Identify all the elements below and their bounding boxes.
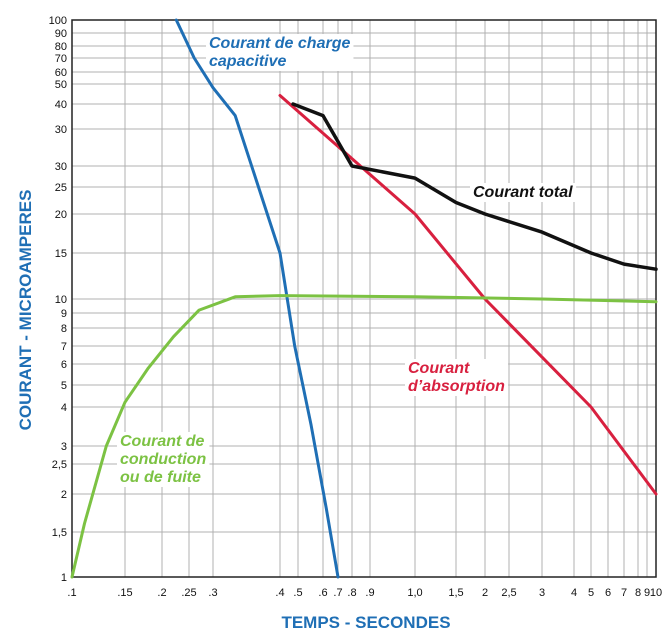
x-tick-label: .1 xyxy=(67,587,76,599)
x-tick-label: .4 xyxy=(275,587,284,599)
y-tick-label: 6 xyxy=(61,359,67,371)
x-tick-label: .6 xyxy=(318,587,327,599)
y-tick-label: 7 xyxy=(61,341,67,353)
series-line-conduction xyxy=(70,294,658,579)
y-tick-label: 3 xyxy=(61,441,67,453)
y-tick-label: 40 xyxy=(55,99,67,111)
y-tick-label: 2,5 xyxy=(52,459,67,471)
y-tick-label: 1,5 xyxy=(52,527,67,539)
y-tick-label: 30 xyxy=(55,124,67,136)
annotation-capacitive-background xyxy=(206,34,354,71)
y-tick-label: 15 xyxy=(55,248,67,260)
annotation-absorption-line: Courant xyxy=(408,360,470,377)
x-tick-label: 8 xyxy=(635,587,641,599)
annotation-conduction-line: ou de fuite xyxy=(120,469,201,486)
x-tick-label: .25 xyxy=(181,587,196,599)
x-tick-label: .8 xyxy=(347,587,356,599)
x-tick-label: 10 xyxy=(650,587,662,599)
x-tick-label: 5 xyxy=(588,587,594,599)
y-tick-label: 5 xyxy=(61,380,67,392)
plot-frame xyxy=(71,19,657,578)
x-axis-title: TEMPS - SECONDES xyxy=(281,613,450,632)
annotation-conduction-background xyxy=(117,432,210,487)
y-tick-label: 20 xyxy=(55,209,67,221)
annotation-absorption-background xyxy=(405,359,509,396)
x-tick-label: .9 xyxy=(365,587,374,599)
x-tick-label: .3 xyxy=(208,587,217,599)
y-tick-label: 1 xyxy=(61,572,67,584)
annotation-capacitive-line: Courant de charge xyxy=(209,35,350,52)
y-tick-label: 100 xyxy=(49,15,67,27)
annotation-total: Courant total xyxy=(470,183,577,202)
annotation-total-background xyxy=(470,183,577,202)
y-tick-label: 70 xyxy=(55,53,67,65)
y-tick-label: 4 xyxy=(61,402,67,414)
x-tick-label: 6 xyxy=(605,587,611,599)
series-line-capacitive xyxy=(174,18,340,579)
y-tick-label: 90 xyxy=(55,28,67,40)
x-tick-label: 4 xyxy=(571,587,577,599)
x-tick-label: .7 xyxy=(333,587,342,599)
y-tick-label: 25 xyxy=(55,182,67,194)
x-tick-label: 3 xyxy=(539,587,545,599)
x-tick-label: .5 xyxy=(293,587,302,599)
x-axis: .1 .15 .2 .25 .3 .4 .5 .6 .7 .8 .9 1,0 1,5 2 2,5 3 4 5 6 7 8… xyxy=(67,587,662,599)
y-tick-label: 8 xyxy=(61,323,67,335)
y-tick-label: 80 xyxy=(55,41,67,53)
x-tick-label: 2 xyxy=(482,587,488,599)
y-tick-label: 9 xyxy=(61,308,67,320)
y-tick-label: 2 xyxy=(61,489,67,501)
y-axis-title: COURANT - MICROAMPERES xyxy=(16,190,35,431)
annotation-capacitive-line: capacitive xyxy=(209,53,286,70)
y-tick-label: 10 xyxy=(55,294,67,306)
annotation-conduction-line: conduction xyxy=(120,451,206,468)
x-tick-label: 2,5 xyxy=(501,587,516,599)
y-tick-label: 60 xyxy=(55,67,67,79)
annotation-absorption-line: d’absorption xyxy=(408,378,505,395)
annotation-conduction-line: Courant de xyxy=(120,433,205,450)
y-tick-label: 30 xyxy=(55,161,67,173)
x-tick-label: 7 xyxy=(621,587,627,599)
series-line-total xyxy=(291,102,658,271)
x-tick-label: 1,5 xyxy=(448,587,463,599)
x-tick-label: 1,0 xyxy=(407,587,422,599)
series-layer xyxy=(70,18,658,579)
y-tick-label: 50 xyxy=(55,79,67,91)
x-tick-label: 9 xyxy=(644,587,650,599)
annotation-total-line: Courant total xyxy=(473,184,573,201)
x-tick-label: .2 xyxy=(157,587,166,599)
x-tick-label: .15 xyxy=(117,587,132,599)
